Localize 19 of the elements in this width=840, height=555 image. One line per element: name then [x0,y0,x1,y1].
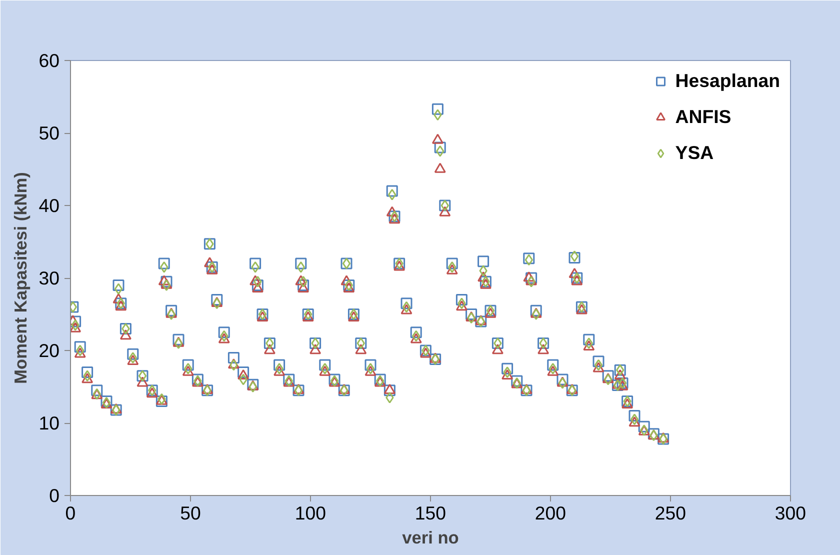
legend-label: YSA [675,142,714,164]
x-tick-label: 150 [414,502,446,524]
x-tick-label: 200 [534,502,566,524]
y-tick-label: 20 [38,340,60,361]
legend-label: ANFIS [675,106,732,128]
y-tick-label: 40 [38,195,60,216]
y-axis-title: Moment Kapasitesi (kNm) [10,172,31,384]
y-tick-label: 0 [49,485,60,506]
x-tick-label: 100 [294,502,326,524]
y-tick-label: 30 [38,268,60,288]
y-tick-label: 10 [38,412,60,434]
x-axis-title: veri no [402,528,459,548]
y-tick-label: 60 [38,50,60,71]
y-tick-label: 50 [38,122,60,144]
x-tick-label: 250 [654,502,686,524]
x-tick-label: 300 [774,502,806,524]
x-tick-label: 50 [180,502,201,524]
legend-label: Hesaplanan [675,70,780,92]
x-tick-label: 0 [65,502,76,524]
